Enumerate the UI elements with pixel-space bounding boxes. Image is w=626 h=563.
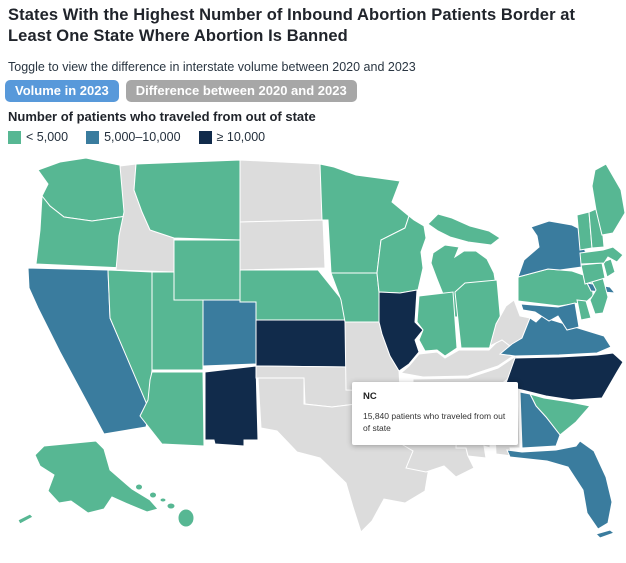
state-nc[interactable] — [504, 352, 624, 401]
state-va[interactable] — [498, 313, 612, 357]
legend-item-mid: 5,000–10,000 — [86, 130, 181, 144]
state-ks[interactable] — [255, 319, 351, 368]
legend-swatch-low — [8, 130, 21, 144]
legend-item-low: < 5,000 — [8, 130, 68, 144]
tooltip-state-name: NC — [363, 391, 377, 402]
legend-label-mid: 5,000–10,000 — [104, 130, 181, 144]
state-nm[interactable] — [204, 365, 259, 447]
state-fl-keys[interactable] — [595, 529, 616, 539]
toggle-instruction: Toggle to view the difference in interst… — [8, 60, 416, 74]
toggle-volume-2023-button[interactable]: Volume in 2023 — [5, 80, 119, 102]
state-wv[interactable] — [489, 299, 531, 347]
state-ak-aleutians[interactable] — [17, 513, 34, 525]
legend-swatch-high — [198, 130, 212, 144]
state-ri[interactable] — [602, 258, 616, 278]
state-md[interactable] — [520, 302, 580, 331]
state-hi-molokai[interactable] — [159, 497, 167, 503]
state-in[interactable] — [416, 291, 458, 357]
state-ak[interactable] — [34, 440, 159, 514]
state-nd[interactable] — [239, 159, 324, 223]
legend: < 5,000 5,000–10,000 ≥ 10,000 — [8, 130, 265, 144]
state-fl[interactable] — [506, 440, 613, 530]
state-il[interactable] — [378, 289, 424, 372]
state-ga[interactable] — [519, 391, 561, 449]
legend-label-low: < 5,000 — [26, 130, 69, 144]
state-de[interactable] — [576, 299, 592, 321]
state-az[interactable] — [139, 371, 205, 447]
legend-title: Number of patients who traveled from out… — [8, 109, 316, 124]
page-title: States With the Highest Number of Inboun… — [8, 6, 576, 46]
tooltip-value-text: 15,840 patients who traveled from out of… — [363, 411, 506, 433]
state-ma[interactable] — [579, 246, 624, 265]
state-hi-kauai[interactable] — [135, 483, 143, 491]
state-hi-oahu[interactable] — [149, 491, 157, 499]
state-ne[interactable] — [239, 269, 346, 321]
state-sd[interactable] — [239, 219, 326, 271]
legend-item-high: ≥ 10,000 — [198, 130, 266, 144]
state-ny[interactable] — [517, 220, 597, 278]
state-co[interactable] — [202, 299, 257, 367]
view-toggle: Volume in 2023 Difference between 2020 a… — [5, 80, 357, 102]
state-mt[interactable] — [133, 159, 241, 241]
state-nj[interactable] — [589, 277, 609, 315]
state-hi-big-island[interactable] — [177, 508, 195, 528]
state-me[interactable] — [591, 163, 626, 236]
map-tooltip: NC 15,840 patients who traveled from out… — [352, 382, 518, 445]
state-hi-maui[interactable] — [166, 502, 176, 510]
state-wy[interactable] — [173, 239, 241, 301]
legend-swatch-mid — [86, 130, 100, 144]
legend-label-high: ≥ 10,000 — [216, 130, 266, 144]
state-mi-upper[interactable] — [427, 213, 501, 246]
toggle-difference-button[interactable]: Difference between 2020 and 2023 — [125, 80, 357, 102]
state-nh[interactable] — [588, 208, 605, 249]
